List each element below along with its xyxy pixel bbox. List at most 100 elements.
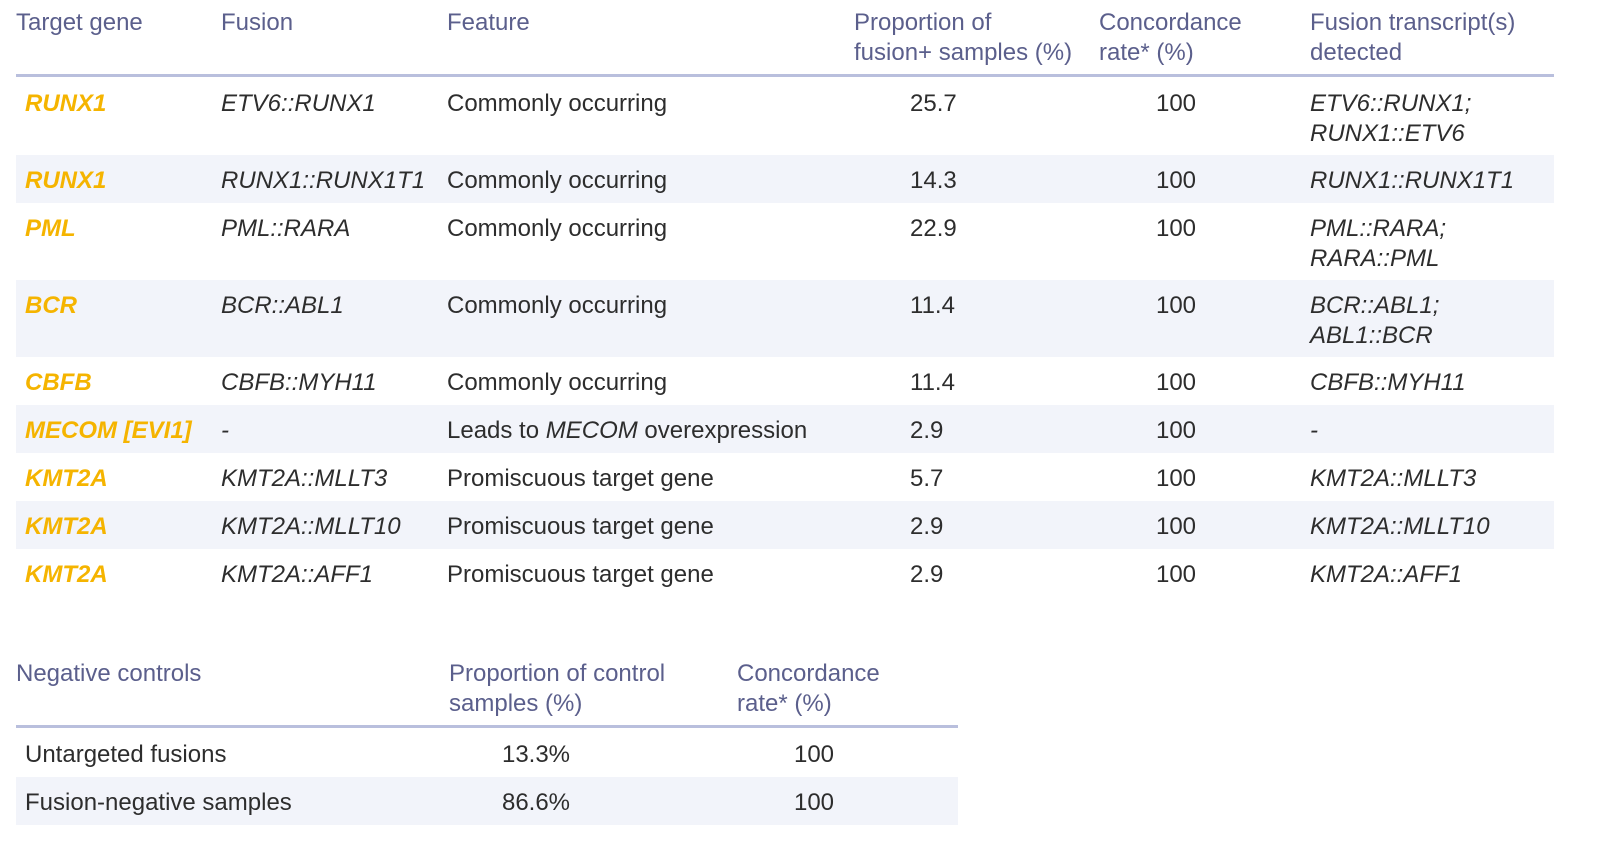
header-proportion: Proportion of fusion+ samples (%) [854,8,1072,68]
transcript-line: KMT2A::MLLT10 [1310,513,1490,540]
transcript-line: ABL1::BCR [1310,322,1433,349]
controls-header-rule [16,725,958,728]
feature-cell: Promiscuous target gene [447,464,714,494]
feature-text: Promiscuous target gene [447,513,714,540]
concordance-cell: 100 [1155,215,1197,242]
proportion-cell: 2.9 [910,561,944,588]
table-row: RUNX1 ETV6::RUNX1 Commonly occurring 25.7 10… [16,78,1554,155]
transcript-cell: ETV6::RUNX1; RUNX1::ETV6 [1310,89,1471,149]
transcript-cell: PML::RARA; RARA::PML [1310,214,1446,274]
fusion-cell: BCR::ABL1 [221,292,344,319]
transcript-line: KMT2A::AFF1 [1310,561,1463,588]
target-gene-cell: BCR [25,292,77,319]
target-gene-cell: CBFB [25,369,92,396]
fusion-cell: KMT2A::MLLT10 [221,513,401,540]
feature-text: Commonly occurring [447,292,668,319]
header-proportion-line1: Proportion of [854,9,992,36]
transcript-cell: RUNX1::RUNX1T1 [1310,166,1514,196]
concordance-cell: 100 [1155,369,1197,396]
table-row: Fusion-negative samples 86.6% 100 [16,777,958,825]
concordance-cell: 100 [1155,465,1197,492]
transcript-line: BCR::ABL1; [1310,292,1440,319]
header-transcripts: Fusion transcript(s) detected [1310,8,1515,68]
transcript-line: RARA::PML [1310,245,1440,272]
header-transcripts-line2: detected [1310,39,1403,66]
header-control-proportion: Proportion of control samples (%) [449,659,665,719]
concordance-cell: 100 [1155,513,1197,540]
table-row: CBFB CBFB::MYH11 Commonly occurring 11.4 100… [16,357,1554,405]
control-concordance-cell: 100 [793,741,835,768]
target-gene-cell: RUNX1 [25,167,107,194]
feature-text: Commonly occurring [447,90,668,117]
fusion-cell: KMT2A::AFF1 [221,561,374,588]
fusion-cell: ETV6::RUNX1 [221,90,376,117]
header-feature: Feature [447,9,530,36]
header-control-proportion-line1: Proportion of control [449,660,666,687]
feature-text: Promiscuous target gene [447,465,714,492]
header-concordance-line2: rate* (%) [1099,39,1194,66]
feature-cell: Promiscuous target gene [447,560,714,590]
proportion-cell: 22.9 [910,215,957,242]
transcript-cell: BCR::ABL1;ABL1::BCR [1310,291,1439,351]
header-control-concordance: Concordance rate* (%) [737,659,880,719]
feature-cell: Commonly occurring [447,214,667,244]
target-gene-cell: MECOM [EVI1] [25,417,192,444]
transcript-line: CBFB::MYH11 [1310,369,1466,396]
table-row: PML PML::RARA Commonly occurring 22.9 100 PML… [16,203,1554,280]
feature-text: Commonly occurring [447,369,668,396]
table-row: MECOM [EVI1] - Leads to MECOM overexpressi… [16,405,1554,453]
proportion-cell: 2.9 [910,513,944,540]
header-concordance: Concordance rate* (%) [1099,8,1242,68]
concordance-cell: 100 [1155,417,1197,444]
header-transcripts-line1: Fusion transcript(s) [1310,9,1516,36]
transcript-cell: KMT2A::MLLT3 [1310,464,1476,494]
proportion-cell: 25.7 [910,90,957,117]
control-label-cell: Fusion-negative samples [25,789,292,816]
control-concordance-cell: 100 [793,789,835,816]
header-control-concordance-line2: rate* (%) [737,690,832,717]
header-control-proportion-line2: samples (%) [449,690,583,717]
transcript-line: RUNX1::RUNX1T1 [1310,167,1515,194]
table-row: BCR BCR::ABL1 Commonly occurring 11.4 100 BCR… [16,280,1554,357]
target-gene-cell: RUNX1 [25,90,107,117]
table-row: RUNX1 RUNX1::RUNX1T1 Commonly occurring 14.… [16,155,1554,203]
feature-cell: Promiscuous target gene [447,512,714,542]
table-row: KMT2A KMT2A::MLLT3 Promiscuous target gene… [16,453,1554,501]
proportion-cell: 5.7 [910,465,944,492]
transcript-cell: CBFB::MYH11 [1310,368,1466,398]
proportion-cell: 2.9 [910,417,944,444]
proportion-cell: 11.4 [910,292,955,319]
transcript-line: RUNX1::ETV6 [1310,120,1465,147]
table-row: KMT2A KMT2A::AFF1 Promiscuous target gene 2… [16,549,1554,597]
header-rule [16,74,1554,77]
feature-gene-text: MECOM [545,417,638,444]
header-negative-controls: Negative controls [16,660,202,687]
table-row: Untargeted fusions 13.3% 100 [16,729,958,777]
header-target-gene: Target gene [16,9,143,36]
header-proportion-line2: fusion+ samples (%) [854,39,1073,66]
feature-cell: Commonly occurring [447,291,667,321]
concordance-cell: 100 [1155,90,1197,117]
transcript-cell: - [1310,416,1318,446]
concordance-cell: 100 [1155,292,1197,319]
transcript-cell: KMT2A::MLLT10 [1310,512,1490,542]
feature-text: Commonly occurring [447,167,668,194]
header-concordance-line1: Concordance [1099,9,1242,36]
table-row: KMT2A KMT2A::MLLT10 Promiscuous target gen… [16,501,1554,549]
feature-text-suffix: overexpression [637,417,808,444]
transcript-cell: KMT2A::AFF1 [1310,560,1462,590]
feature-cell: Commonly occurring [447,368,667,398]
concordance-cell: 100 [1155,167,1197,194]
feature-text: Leads to [447,417,546,444]
control-proportion-cell: 13.3% [501,741,571,768]
control-label-cell: Untargeted fusions [25,741,227,768]
fusion-cell: KMT2A::MLLT3 [221,465,388,492]
fusion-cell: PML::RARA [221,215,351,242]
feature-cell: Commonly occurring [447,89,667,119]
feature-text: Promiscuous target gene [447,561,714,588]
proportion-cell: 11.4 [910,369,955,396]
transcript-line: KMT2A::MLLT3 [1310,465,1477,492]
target-gene-cell: KMT2A [25,513,108,540]
header-fusion: Fusion [221,9,294,36]
target-gene-cell: PML [25,215,76,242]
